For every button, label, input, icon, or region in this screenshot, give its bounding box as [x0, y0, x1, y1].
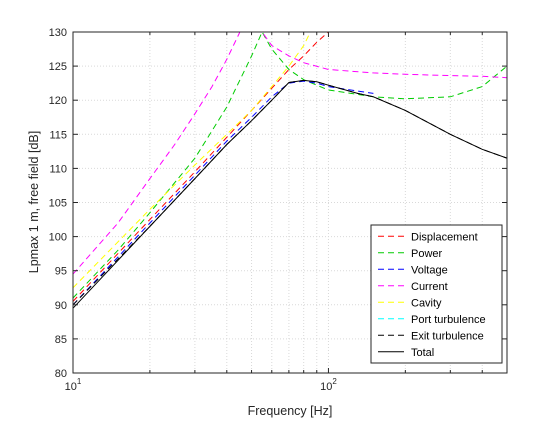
series-line-displacement	[73, 32, 329, 302]
x-axis-label: Frequency [Hz]	[248, 404, 333, 418]
plot-series	[73, 32, 507, 309]
y-tick-label: 120	[49, 95, 67, 107]
legend-label-port-turbulence: Port turbulence	[411, 314, 486, 326]
legend-label-displacement: Displacement	[411, 231, 478, 243]
y-tick-label: 125	[49, 61, 67, 73]
legend-label-cavity: Cavity	[411, 297, 442, 309]
axes	[72, 31, 508, 374]
y-tick-label: 85	[55, 334, 67, 346]
y-tick-label: 95	[55, 266, 67, 278]
grid	[73, 32, 507, 373]
y-tick-label: 130	[49, 27, 67, 39]
legend: Displacement Power Voltage Current Cavity Por…	[370, 224, 503, 364]
y-tick-label: 90	[55, 300, 67, 312]
y-tick-label: 80	[55, 368, 67, 380]
y-tick-label: 110	[49, 163, 67, 175]
series-line-current	[73, 32, 507, 275]
y-tick-label: 115	[49, 129, 67, 141]
series-line-voltage	[73, 80, 374, 306]
y-axis-label: Lpmax 1 m, free field [dB]	[27, 131, 41, 273]
y-tick-label: 100	[49, 232, 67, 244]
series-line-total	[73, 79, 507, 309]
legend-label-voltage: Voltage	[411, 264, 448, 276]
legend-label-current: Current	[411, 281, 448, 293]
legend-box	[370, 224, 503, 364]
series-line-cavity	[73, 32, 311, 289]
legend-label-power: Power	[411, 248, 443, 260]
legend-label-exit-turbulence: Exit turbulence	[411, 330, 484, 342]
y-tick-label: 105	[49, 198, 67, 210]
x-tick-label: 101	[65, 377, 82, 393]
legend-label-total: Total	[411, 347, 434, 359]
series-line-power	[73, 32, 507, 299]
tick-labels: 80 85 90 95 100 105 110 115 120 125 130 101 102	[49, 27, 338, 393]
x-tick-label: 102	[320, 377, 337, 393]
